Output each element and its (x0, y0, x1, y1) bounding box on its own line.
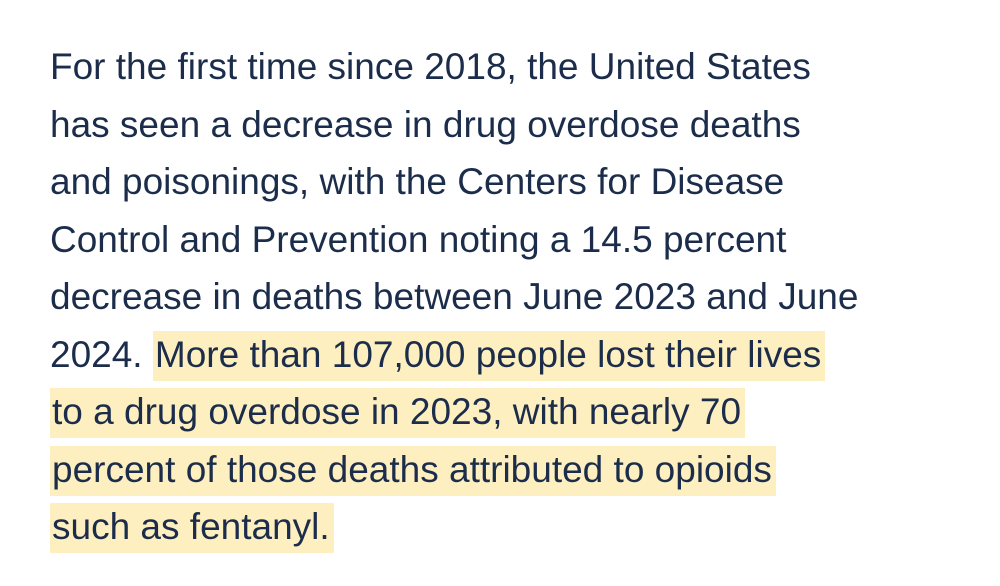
article-paragraph: For the first time since 2018, the Unite… (50, 38, 950, 556)
paragraph-line-4: Control and Prevention noting a 14.5 per… (50, 218, 787, 260)
paragraph-line-3: and poisonings, with the Centers for Dis… (50, 161, 785, 202)
highlighted-text-1: More than 107,000 people lost their live… (152, 330, 826, 381)
paragraph-line-7: to a drug overdose in 2023, with nearly … (50, 383, 950, 441)
highlighted-text-3: percent of those deaths attributed to op… (50, 445, 776, 496)
highlighted-text-2: to a drug overdose in 2023, with nearly … (50, 388, 746, 438)
paragraph-line-1: For the first time since 2018, the Unite… (50, 46, 811, 87)
paragraph-line-8: percent of those deaths attributed to op… (50, 441, 950, 499)
paragraph-line-2: has seen a decrease in drug overdose dea… (50, 103, 801, 145)
paragraph-line-6-plain: 2024. (50, 333, 153, 375)
highlighted-text-4: such as fentanyl. (50, 503, 334, 553)
paragraph-line-6: 2024. More than 107,000 people lost thei… (50, 326, 950, 384)
paragraph-line-9: such as fentanyl. (50, 498, 950, 556)
paragraph-line-5: decrease in deaths between June 2023 and… (50, 276, 859, 317)
